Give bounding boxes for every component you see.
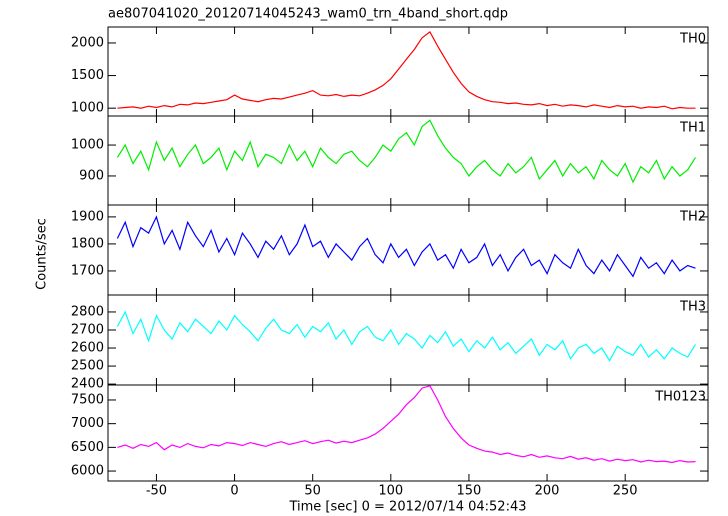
x-tick-label: 200 <box>535 484 560 499</box>
chart-title: ae807041020_20120714045243_wam0_trn_4ban… <box>108 7 508 22</box>
series-line <box>116 310 697 362</box>
y-tick-label: 2600 <box>71 341 104 356</box>
panel-frame <box>107 384 709 482</box>
series-line <box>117 385 696 464</box>
x-axis-label: Time [sec] 0 = 2012/07/14 04:52:43 <box>288 500 526 515</box>
y-tick-label: 1500 <box>71 68 104 83</box>
panel-frame <box>107 294 709 386</box>
y-tick-label: 7000 <box>71 416 104 431</box>
y-tick-label: 1800 <box>71 236 104 251</box>
panel-label: TH1 <box>679 121 706 136</box>
y-tick-label: 1900 <box>71 209 104 224</box>
y-tick-label: 2800 <box>71 304 104 319</box>
x-tick-label: 250 <box>613 484 638 499</box>
y-tick-label: 2700 <box>71 322 104 337</box>
panel-label: TH0123 <box>654 390 706 405</box>
y-tick-label: 6500 <box>71 440 104 455</box>
x-tick-label: 150 <box>457 484 482 499</box>
x-tick-label: 0 <box>230 484 238 499</box>
y-tick-label: 6000 <box>71 464 104 479</box>
y-tick-label: 1000 <box>71 138 104 153</box>
x-tick-label: -50 <box>146 484 167 499</box>
series-line <box>117 31 696 110</box>
series-line <box>116 119 697 184</box>
y-tick-label: 7500 <box>71 392 104 407</box>
x-tick-label: 50 <box>304 484 321 499</box>
y-tick-label: 2400 <box>71 377 104 392</box>
y-tick-label: 2000 <box>71 35 104 50</box>
panel-label: TH3 <box>679 300 706 315</box>
y-tick-label: 900 <box>79 168 104 183</box>
panel-frame <box>107 204 709 296</box>
y-tick-label: 2500 <box>71 359 104 374</box>
panel-label: TH0 <box>679 32 706 47</box>
panel-label: TH2 <box>679 210 706 225</box>
y-axis-label: Counts/sec <box>35 218 50 290</box>
panel-frame <box>107 115 709 206</box>
y-tick-label: 1700 <box>71 263 104 278</box>
y-tick-label: 1000 <box>71 101 104 116</box>
x-tick-label: 100 <box>378 484 403 499</box>
series-line <box>116 215 696 278</box>
